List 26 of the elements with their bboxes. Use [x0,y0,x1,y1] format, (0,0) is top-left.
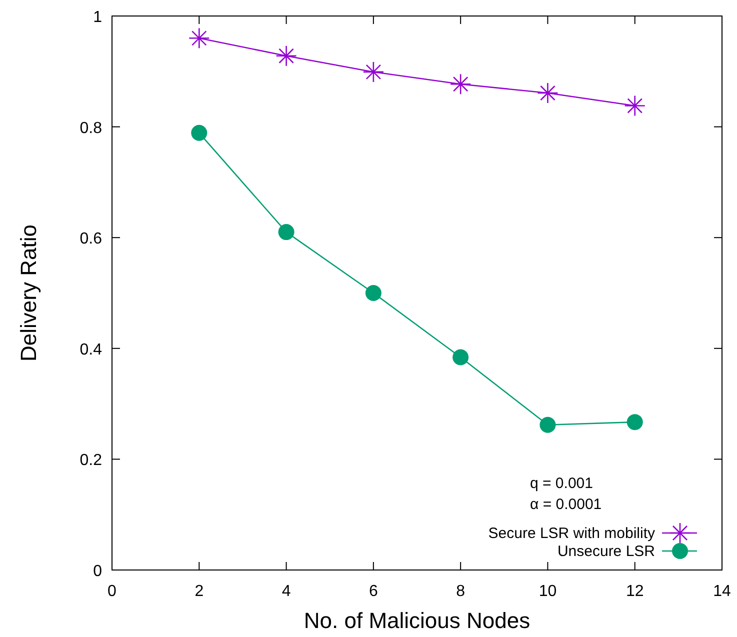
y-tick-label: 0.6 [80,230,102,248]
x-tick-label: 4 [282,583,291,600]
legend-label: Secure LSR with mobility [488,525,656,542]
point [365,285,382,301]
point [626,414,643,430]
x-tick-label: 8 [456,583,466,600]
annotation: q = 0.001 [530,475,593,492]
x-tick-label: 6 [368,583,378,600]
x-tick-label: 14 [713,583,731,600]
point [191,124,208,141]
y-tick-label: 0.8 [80,120,102,137]
point [540,416,556,433]
y-tick-label: 1 [93,9,102,26]
point [278,224,294,240]
x-tick-label: 12 [626,583,644,600]
x-tick-label: 2 [194,583,204,600]
x-axis-title: No. of Malicious Nodes [304,608,530,633]
y-tick-label: 0 [93,563,102,580]
annotation: α = 0.0001 [530,496,602,513]
y-tick-label: 0.4 [80,341,102,358]
y-tick-label: 0.2 [80,452,102,470]
x-tick-label: 0 [108,583,117,600]
x-tick-label: 10 [538,583,557,600]
y-axis-title: Delivery Ratio [16,224,41,362]
legend-label: Unsecure LSR [557,543,656,560]
point [452,349,469,366]
